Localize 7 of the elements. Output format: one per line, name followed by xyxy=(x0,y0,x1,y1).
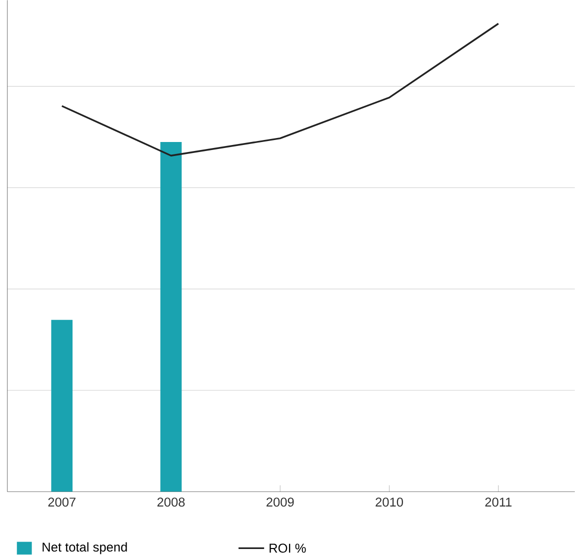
x-tick-label: 2009 xyxy=(266,498,294,507)
legend-label: Net total spend xyxy=(42,542,127,554)
legend-label: ROI % xyxy=(270,544,306,553)
x-tick-label: 2007 xyxy=(48,498,76,507)
x-tick-label: 2008 xyxy=(157,498,185,507)
x-tick-label: 2010 xyxy=(376,498,404,507)
x-tick-label: 2011 xyxy=(485,498,512,507)
